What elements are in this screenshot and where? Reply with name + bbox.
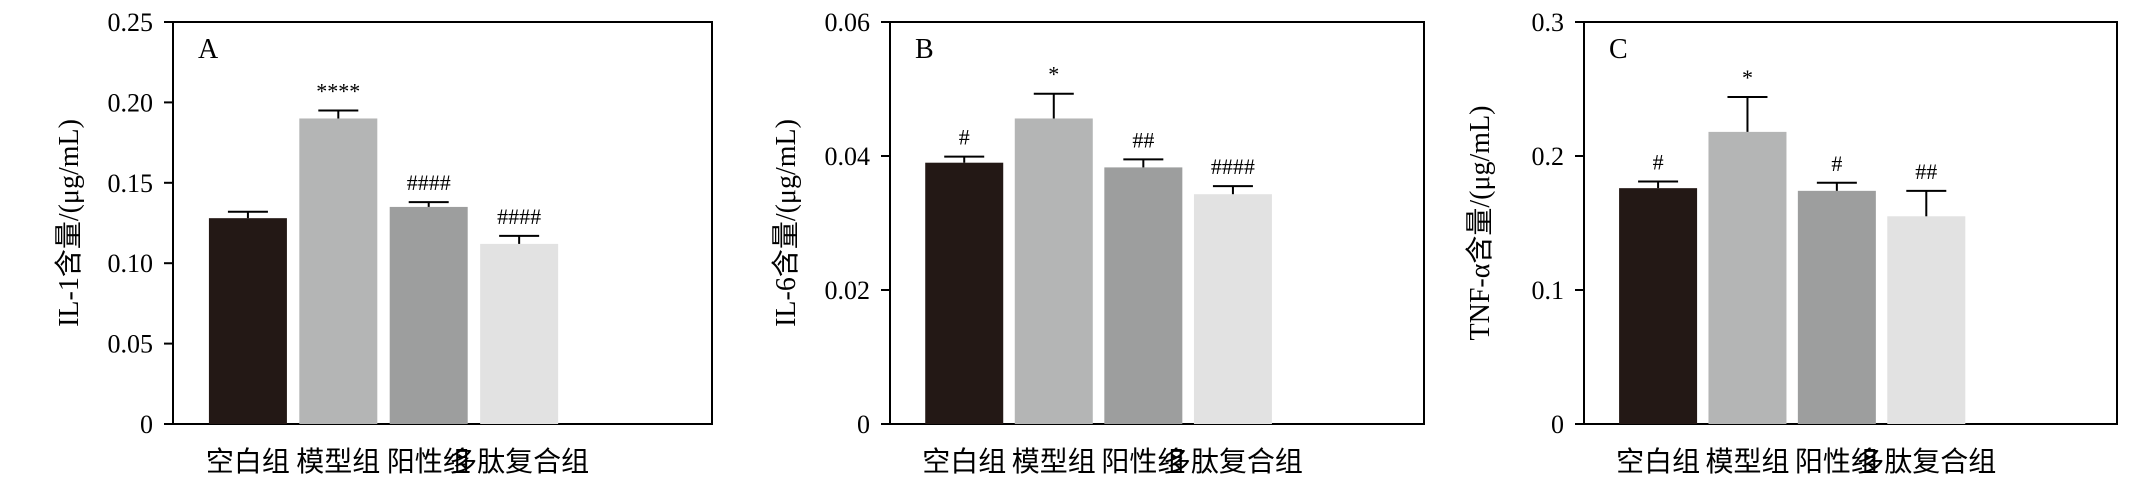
- category-label: 阳性组: [1101, 446, 1185, 478]
- category-label: 空白组: [922, 446, 1006, 478]
- y-axis-title: IL-1含量/(μg/mL): [53, 119, 85, 327]
- significance-label: ####: [1211, 154, 1255, 179]
- chart-panel-a: 0 0.05 0.10 0.15 0.20 0.25 IL-1含量/(μg/mL) A 空白组 *…: [53, 8, 713, 478]
- significance-label: #: [1653, 149, 1664, 174]
- category-label: 模型组: [296, 446, 380, 478]
- category-label: 模型组: [1012, 446, 1096, 478]
- y-tick-label: 0.10: [108, 249, 154, 278]
- significance-label: ##: [1915, 159, 1937, 184]
- y-tick-label: 0.20: [108, 88, 154, 117]
- bar-4: [1193, 194, 1272, 424]
- panel-label: B: [915, 34, 934, 65]
- bar-1: [1619, 188, 1698, 424]
- y-tick-label: 0.15: [108, 169, 154, 198]
- bar-4: [1887, 216, 1966, 424]
- bar-3: [1104, 167, 1183, 424]
- panel-label: C: [1609, 34, 1628, 65]
- significance-label: ****: [316, 78, 360, 103]
- category-label: 多肽复合组: [1856, 446, 1996, 478]
- y-tick-label: 0.06: [825, 8, 871, 37]
- bar-4: [480, 243, 559, 424]
- bar-1: [208, 218, 287, 424]
- panel-label: A: [198, 34, 219, 65]
- bar-3: [389, 206, 468, 424]
- bar-2: [299, 118, 378, 424]
- category-label: 阳性组: [1795, 446, 1879, 478]
- category-label: 多肽复合组: [449, 446, 589, 478]
- y-tick-label: 0.2: [1532, 142, 1565, 171]
- category-label: 阳性组: [387, 446, 471, 478]
- y-tick-label: 0.3: [1532, 8, 1565, 37]
- y-axis-title: IL-6含量/(μg/mL): [770, 119, 802, 327]
- y-tick-label: 0.02: [825, 276, 871, 305]
- significance-label: ####: [497, 204, 541, 229]
- category-label: 空白组: [206, 446, 290, 478]
- category-label: 多肽复合组: [1163, 446, 1303, 478]
- chart-panel-b: 0 0.02 0.04 0.06 IL-6含量/(μg/mL) B # 空白组 * 模型组 ## 阳性…: [770, 8, 1425, 478]
- significance-label: #: [1831, 151, 1842, 176]
- bar-2: [1708, 131, 1787, 424]
- y-tick-label: 0: [857, 410, 870, 439]
- category-label: 空白组: [1616, 446, 1700, 478]
- significance-label: *: [1742, 65, 1753, 90]
- category-label: 模型组: [1705, 446, 1789, 478]
- significance-label: *: [1048, 62, 1059, 87]
- y-tick-label: 0.05: [108, 330, 154, 359]
- chart-panel-c: 0 0.1 0.2 0.3 TNF-α含量/(μg/mL) C # 空白组 * 模型组 # 阳性组 ##…: [1464, 8, 2118, 478]
- significance-label: #: [959, 125, 970, 150]
- significance-label: ##: [1132, 127, 1154, 152]
- bar-3: [1797, 190, 1876, 424]
- y-tick-label: 0: [1551, 410, 1564, 439]
- significance-label: ####: [407, 170, 451, 195]
- y-tick-label: 0: [140, 410, 153, 439]
- bar-1: [925, 162, 1004, 424]
- bar-2: [1014, 118, 1093, 424]
- y-tick-label: 0.1: [1532, 276, 1565, 305]
- y-axis-title: TNF-α含量/(μg/mL): [1464, 106, 1496, 341]
- y-tick-label: 0.25: [108, 8, 154, 37]
- y-tick-label: 0.04: [825, 142, 871, 171]
